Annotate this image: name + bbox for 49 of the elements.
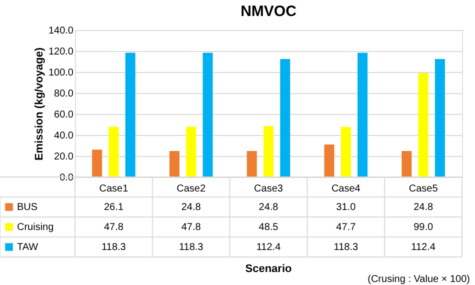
y-axis-title: Emission (kg/voyage) (33, 47, 46, 161)
y-tick-label: 20.0 (54, 152, 74, 162)
bar (264, 126, 274, 177)
data-label: 47.7 (336, 222, 356, 233)
bar (358, 52, 368, 177)
bar (418, 73, 428, 177)
text: Scenario (245, 263, 292, 275)
bar (402, 150, 412, 177)
y-tick-label: 40.0 (54, 130, 74, 142)
bar (280, 58, 290, 177)
x-tick-label: Case2 (176, 184, 206, 194)
x-tick-label: Case1 (99, 184, 129, 194)
data-label: 48.5 (258, 222, 279, 233)
bar (202, 52, 213, 177)
data-label: 24.8 (414, 202, 434, 213)
data-label: 47.8 (181, 222, 202, 233)
x-tick-label: Case4 (331, 184, 361, 194)
data-label: 47.8 (104, 222, 124, 233)
bar (186, 126, 196, 177)
y-tick-label: 100.0 (48, 68, 74, 78)
bar (324, 144, 334, 177)
bar (246, 150, 257, 177)
data-label: 24.8 (258, 202, 279, 213)
bar (125, 52, 136, 177)
data-label: 26.1 (104, 202, 124, 213)
y-tick-label: 120.0 (48, 46, 74, 58)
x-tick-label: Case3 (254, 184, 284, 194)
bar (169, 150, 180, 177)
legend-label: TAW (17, 242, 39, 253)
data-label: 118.3 (102, 242, 126, 253)
data-label: 118.3 (334, 242, 358, 253)
bar (108, 126, 119, 177)
data-label: 112.4 (256, 242, 282, 253)
text: (Crusing : Value × 100) (368, 274, 470, 285)
legend-label: BUS (17, 202, 38, 213)
legend-label: Cruising (17, 222, 54, 233)
bar (92, 150, 102, 177)
bar (340, 126, 351, 177)
x-tick-label: Case5 (408, 184, 438, 194)
data-label: 112.4 (411, 242, 436, 253)
data-label: 24.8 (181, 202, 202, 213)
y-tick-label: 80.0 (54, 88, 74, 100)
data-label: 118.3 (178, 242, 204, 253)
y-tick-label: 140.0 (48, 26, 74, 36)
chart-title: NMVOC (240, 3, 297, 20)
y-tick-label: 60.0 (54, 110, 74, 120)
data-label: 99.0 (414, 222, 434, 233)
data-label: 31.0 (336, 202, 356, 213)
bar (434, 58, 445, 177)
